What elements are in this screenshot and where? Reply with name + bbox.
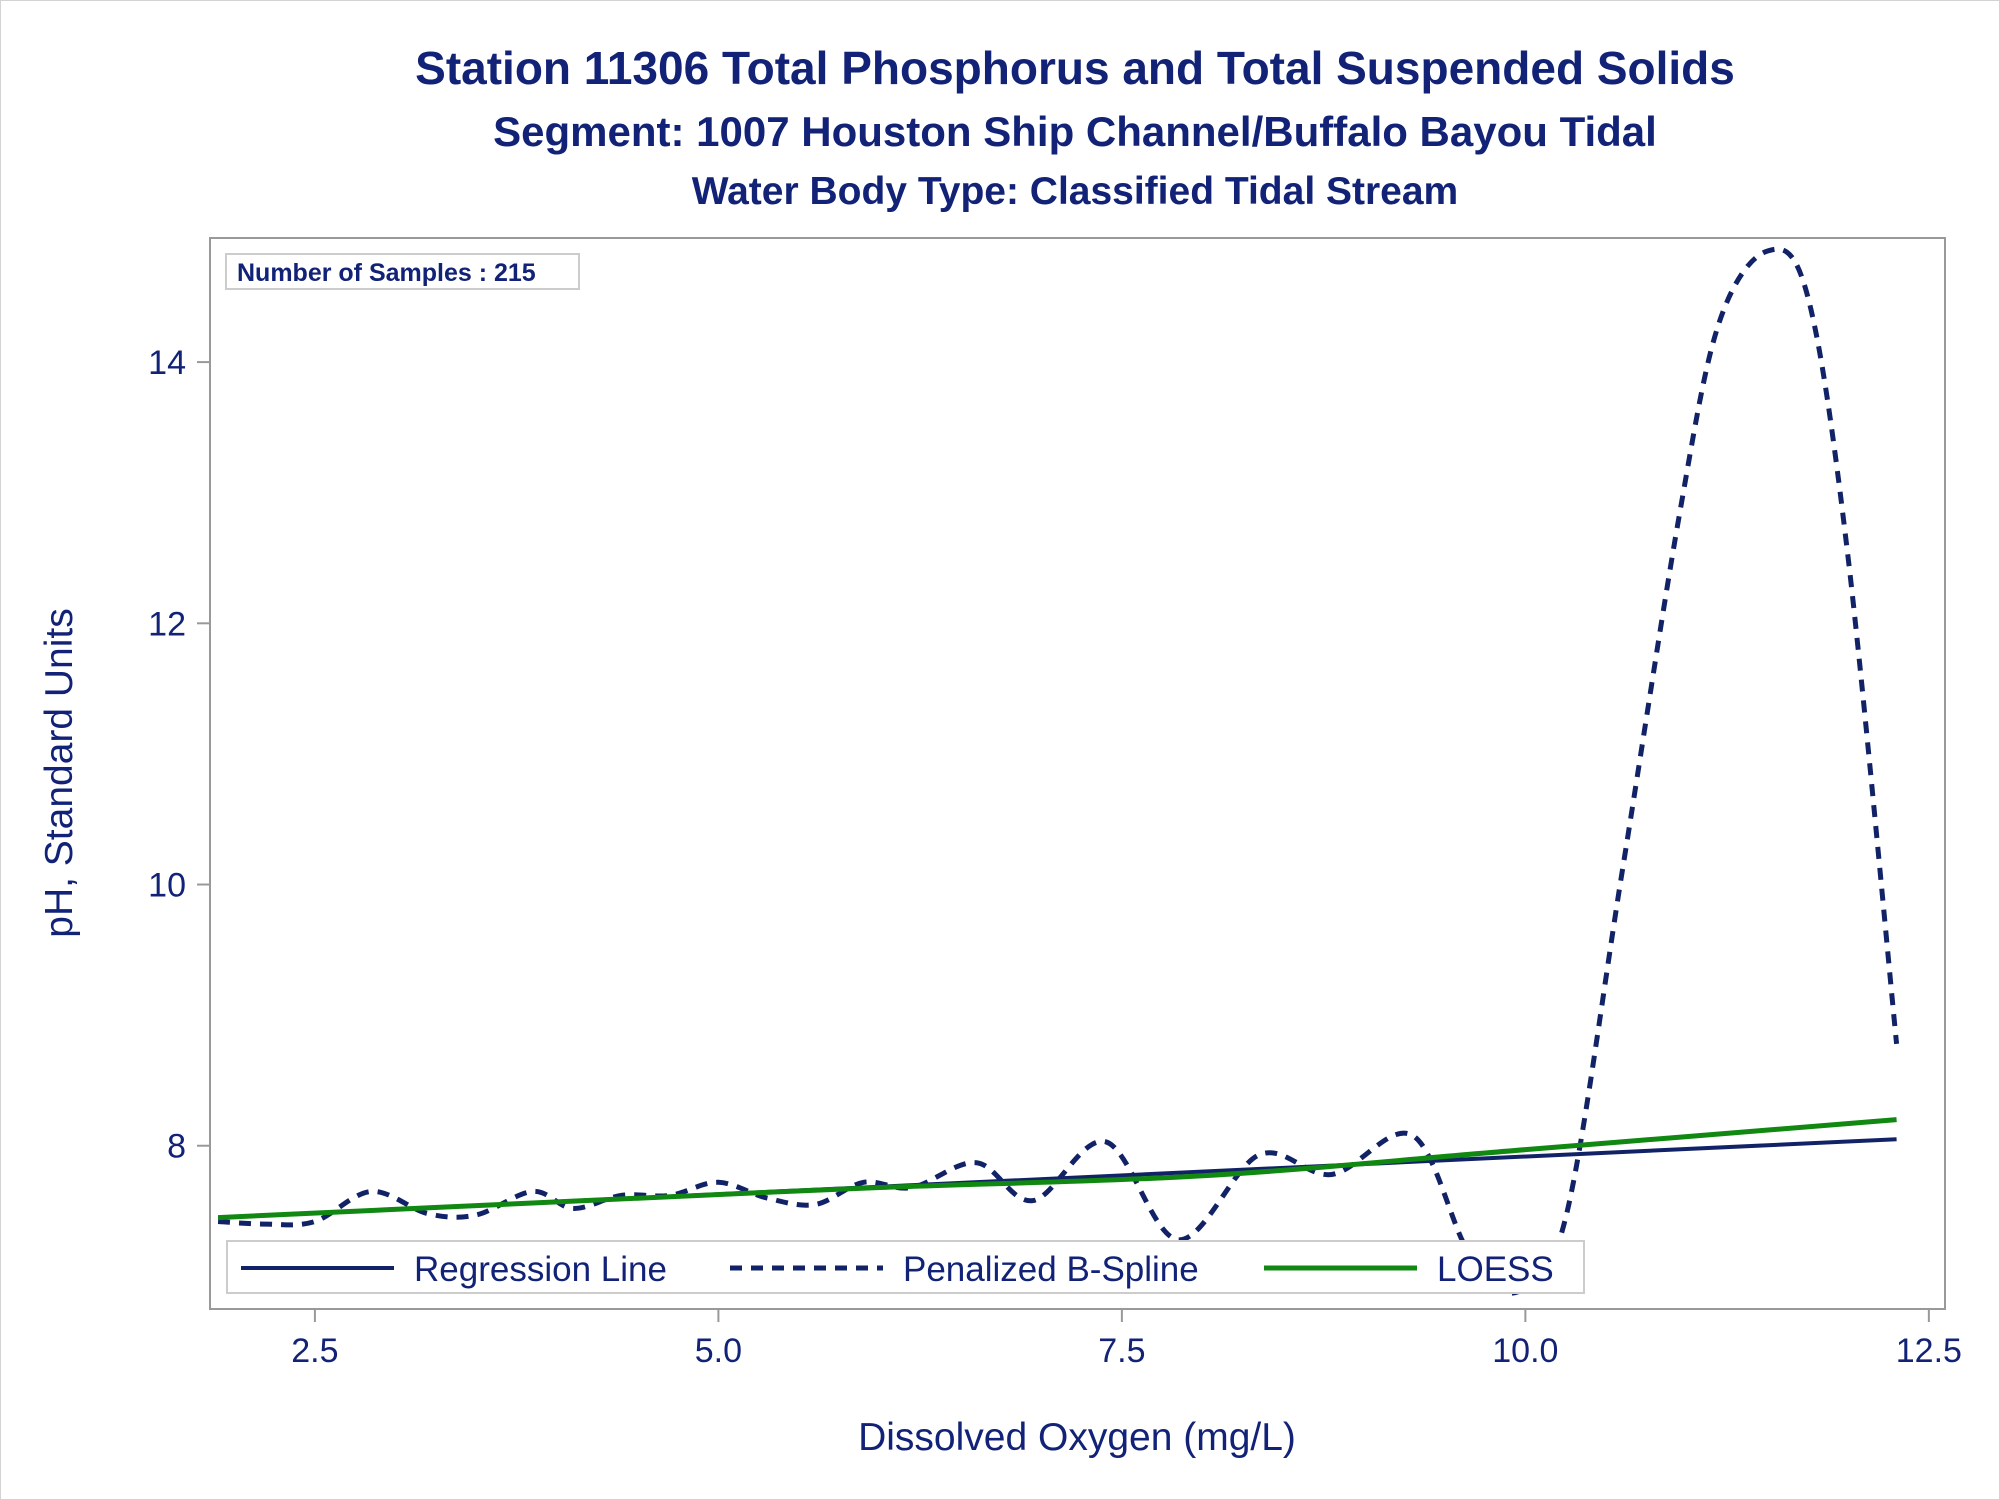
chart-subtitle-water-body: Water Body Type: Classified Tidal Stream [691, 170, 1459, 213]
y-axis: 8 10 12 14 [148, 344, 210, 1166]
x-tick-label: 10.0 [1492, 1332, 1558, 1370]
y-axis-label: pH, Standard Units [38, 608, 81, 938]
x-tick-label: 7.5 [1098, 1332, 1145, 1370]
legend: Regression Line Penalized B-Spline LOESS [226, 1240, 1585, 1294]
legend-label-regression: Regression Line [414, 1250, 667, 1289]
y-tick-label: 12 [148, 605, 186, 643]
series-line-spline [217, 246, 1900, 1296]
y-tick-label: 10 [148, 867, 186, 905]
chart-title: Station 11306 Total Phosphorus and Total… [415, 42, 1735, 94]
legend-label-loess: LOESS [1437, 1250, 1554, 1289]
x-axis: 2.5 5.0 7.5 10.0 12.5 [291, 1309, 1962, 1370]
sample-count-label: Number of Samples : 215 [237, 259, 536, 287]
x-tick-label: 12.5 [1896, 1332, 1962, 1370]
plot-area [209, 237, 1946, 1310]
series-line-loess [217, 1117, 1897, 1221]
chart-subtitle-segment: Segment: 1007 Houston Ship Channel/Buffa… [493, 108, 1657, 155]
x-axis-label: Dissolved Oxygen (mg/L) [858, 1416, 1296, 1459]
x-tick-label: 2.5 [291, 1332, 338, 1370]
legend-label-spline: Penalized B-Spline [903, 1250, 1199, 1289]
y-tick-label: 14 [148, 344, 186, 382]
series-layer [217, 246, 1900, 1296]
y-tick-label: 8 [167, 1128, 186, 1166]
x-tick-label: 5.0 [695, 1332, 742, 1370]
sample-count-inset: Number of Samples : 215 [225, 253, 580, 290]
